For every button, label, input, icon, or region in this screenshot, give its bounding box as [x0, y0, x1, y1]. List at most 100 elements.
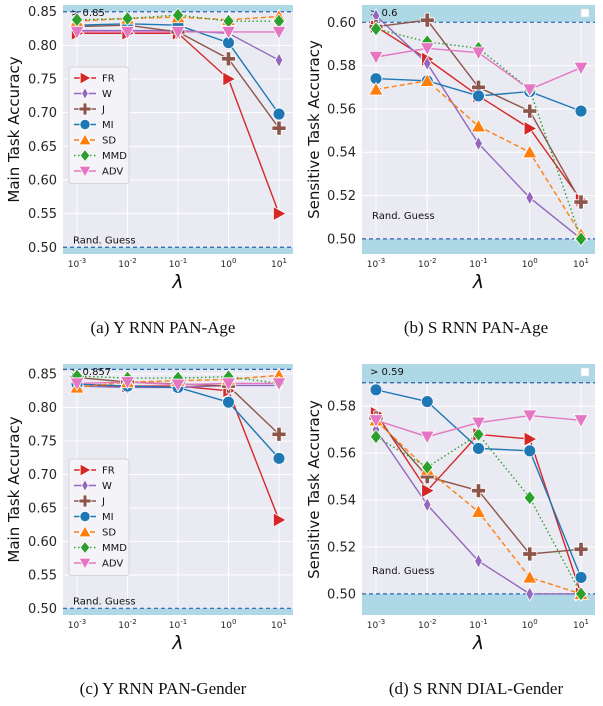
point-mmd [421, 459, 434, 475]
x-tick-label: 100 [522, 618, 538, 631]
upper-band [63, 364, 293, 370]
legend-marker-fr [79, 71, 92, 85]
legend-marker-mi [79, 119, 91, 131]
panel-4: > 0.59 Rand. Guess 0.50 0.52 0.54 0.56 0.58 10-… [305, 364, 595, 698]
lower-band-label: Rand. Guess [73, 596, 136, 607]
point-mmd [369, 429, 383, 445]
legend-marker-adv [78, 165, 92, 178]
point-adv [170, 25, 186, 40]
y-tick-label: 0.65 [28, 501, 57, 516]
legend-marker-j [78, 494, 92, 508]
lower-band [63, 608, 293, 615]
legend-label-w: W [102, 89, 112, 100]
x-tick-label: 10-2 [418, 257, 436, 270]
point-j [221, 51, 236, 67]
legend: FR WJ MI SD MMD ADV [68, 458, 130, 576]
y-tick-label: 0.50 [327, 587, 356, 602]
point-adv [119, 25, 136, 40]
x-axis-label: λ [171, 271, 183, 293]
point-w [474, 553, 483, 569]
lower-band-label: Rand. Guess [73, 235, 136, 246]
x-tick-label: 100 [221, 618, 237, 631]
legend-marker-mi [79, 510, 91, 522]
point-mi [272, 107, 286, 121]
point-mmd [574, 231, 588, 247]
x-tick-label: 101 [271, 618, 287, 631]
y-tick-label: 0.56 [327, 447, 356, 462]
y-axis-label: Main Task Accuracy [5, 416, 23, 562]
point-adv [419, 42, 435, 57]
point-adv [368, 414, 384, 429]
point-sd [470, 503, 487, 518]
point-mmd [121, 10, 134, 27]
point-j [522, 103, 538, 119]
point-mi [222, 395, 235, 409]
panel-caption: (a) Y RNN PAN-Age [91, 318, 236, 337]
x-tick-label: 10-2 [118, 257, 136, 270]
legend-marker-mmd [79, 148, 91, 163]
point-adv [69, 25, 85, 40]
y-tick-label: 0.56 [327, 102, 356, 117]
panel-caption: (b) S RNN PAN-Age [404, 318, 548, 337]
y-axis-label: Main Task Accuracy [5, 56, 23, 202]
panel-caption: (d) S RNN DIAL-Gender [389, 679, 564, 698]
point-adv [271, 25, 287, 40]
point-j [573, 194, 589, 210]
y-tick-label: 0.75 [28, 73, 57, 88]
point-j [419, 12, 435, 28]
point-adv [522, 409, 538, 424]
x-tick-label: 101 [271, 257, 287, 270]
y-tick-label: 0.85 [28, 368, 57, 383]
legend: FR WJ MI SD MMD ADV [68, 66, 130, 184]
point-sd [522, 144, 538, 159]
point-j [271, 120, 287, 136]
legend-label-mmd: MMD [102, 543, 127, 554]
lower-band [362, 238, 595, 254]
point-sd [419, 72, 435, 87]
y-tick-label: 0.52 [327, 189, 356, 204]
point-adv [573, 61, 589, 76]
point-w [474, 135, 483, 152]
y-tick-label: 0.54 [327, 494, 356, 509]
point-w [422, 496, 432, 513]
y-axis-label: Sensitive Task Accuracy [305, 40, 323, 219]
legend-box [580, 367, 590, 377]
series-line-sd [76, 374, 280, 389]
y-tick-label: 0.60 [28, 173, 57, 188]
lower-band [63, 247, 293, 254]
x-tick-label: 10-1 [469, 257, 487, 270]
point-adv [368, 50, 384, 65]
legend-marker-adv [78, 557, 92, 570]
y-tick-label: 0.65 [28, 140, 57, 155]
point-sd [522, 569, 538, 584]
legend-label-fr: FR [102, 466, 115, 477]
point-adv [271, 377, 287, 392]
point-adv [170, 378, 186, 393]
upper-band-label: > 0.85 [71, 8, 105, 19]
point-j [573, 541, 589, 557]
x-tick-label: 10-3 [68, 257, 86, 270]
legend-marker-fr [79, 463, 92, 477]
point-mi [523, 444, 537, 458]
y-tick-label: 0.58 [327, 59, 356, 74]
panel-2: > 0.6 Rand. Guess 0.50 0.52 0.54 0.56 0.58 0.60… [305, 5, 595, 337]
point-adv [470, 46, 487, 61]
point-mi [472, 442, 485, 455]
point-mi [574, 571, 588, 584]
point-mmd [472, 426, 485, 443]
y-tick-label: 0.50 [28, 241, 57, 256]
legend-label-fr: FR [102, 74, 115, 85]
legend-label-adv: ADV [102, 167, 123, 178]
point-mmd [523, 490, 536, 506]
x-tick-label: 10-1 [169, 618, 187, 631]
point-w [274, 52, 284, 69]
y-tick-label: 0.70 [28, 106, 57, 121]
legend-marker-sd [78, 133, 92, 146]
point-adv [220, 377, 237, 392]
x-tick-label: 10-3 [367, 257, 385, 270]
lower-band-label: Rand. Guess [372, 211, 435, 222]
y-tick-label: 0.60 [28, 535, 57, 550]
x-tick-label: 10-2 [418, 618, 436, 631]
point-mmd [369, 21, 383, 37]
x-tick-label: 10-1 [169, 257, 187, 270]
